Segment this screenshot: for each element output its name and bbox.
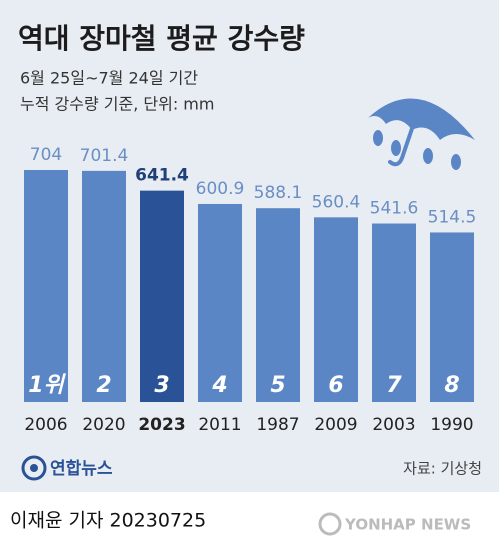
- watermark-icon: [318, 512, 342, 536]
- value-label: 588.1: [254, 183, 303, 203]
- rank-label: 4: [211, 373, 227, 398]
- value-label: 560.4: [312, 192, 361, 212]
- rank-label: 8: [444, 373, 459, 398]
- value-label: 641.4: [135, 166, 189, 186]
- rank-label: 5: [270, 373, 285, 398]
- logo-text: 연합뉴스: [50, 458, 113, 479]
- x-tick-label: 2023: [138, 415, 185, 435]
- value-label: 704: [30, 145, 62, 165]
- bar: [140, 190, 184, 402]
- subtitle: 누적 강수량 기준, 단위: mm: [20, 95, 214, 114]
- watermark: YONHAP NEWS: [344, 516, 471, 534]
- rank-label: 7: [386, 373, 402, 398]
- rank-label: 1위: [28, 373, 66, 398]
- rank-label: 3: [154, 373, 169, 398]
- value-label: 600.9: [196, 179, 245, 199]
- x-tick-label: 2003: [372, 415, 415, 435]
- value-label: 701.4: [80, 146, 129, 166]
- bar: [24, 170, 68, 402]
- x-tick-label: 1990: [430, 415, 473, 435]
- source: 자료: 기상청: [403, 460, 482, 478]
- rank-label: 6: [328, 373, 343, 398]
- rank-label: 2: [96, 373, 111, 398]
- umbrella-icon: [368, 98, 475, 170]
- x-tick-label: 2020: [82, 415, 125, 435]
- footer-background: [0, 492, 499, 556]
- bar: [256, 208, 300, 402]
- bar: [314, 217, 358, 402]
- bar: [198, 203, 242, 402]
- credit: 이재윤 기자 20230725: [10, 510, 206, 532]
- subtitle: 6월 25일~7월 24일 기간: [20, 69, 198, 88]
- bar: [430, 232, 474, 402]
- value-label: 514.5: [428, 207, 477, 227]
- x-tick-label: 2009: [314, 415, 357, 435]
- bar: [372, 223, 416, 402]
- x-tick-label: 1987: [256, 415, 299, 435]
- value-label: 541.6: [370, 199, 419, 219]
- chart-title: 역대 장마철 평균 강수량: [18, 22, 305, 55]
- logo: [21, 455, 47, 481]
- x-tick-label: 2006: [24, 415, 67, 435]
- bar: [82, 170, 126, 402]
- x-tick-label: 2011: [198, 415, 241, 435]
